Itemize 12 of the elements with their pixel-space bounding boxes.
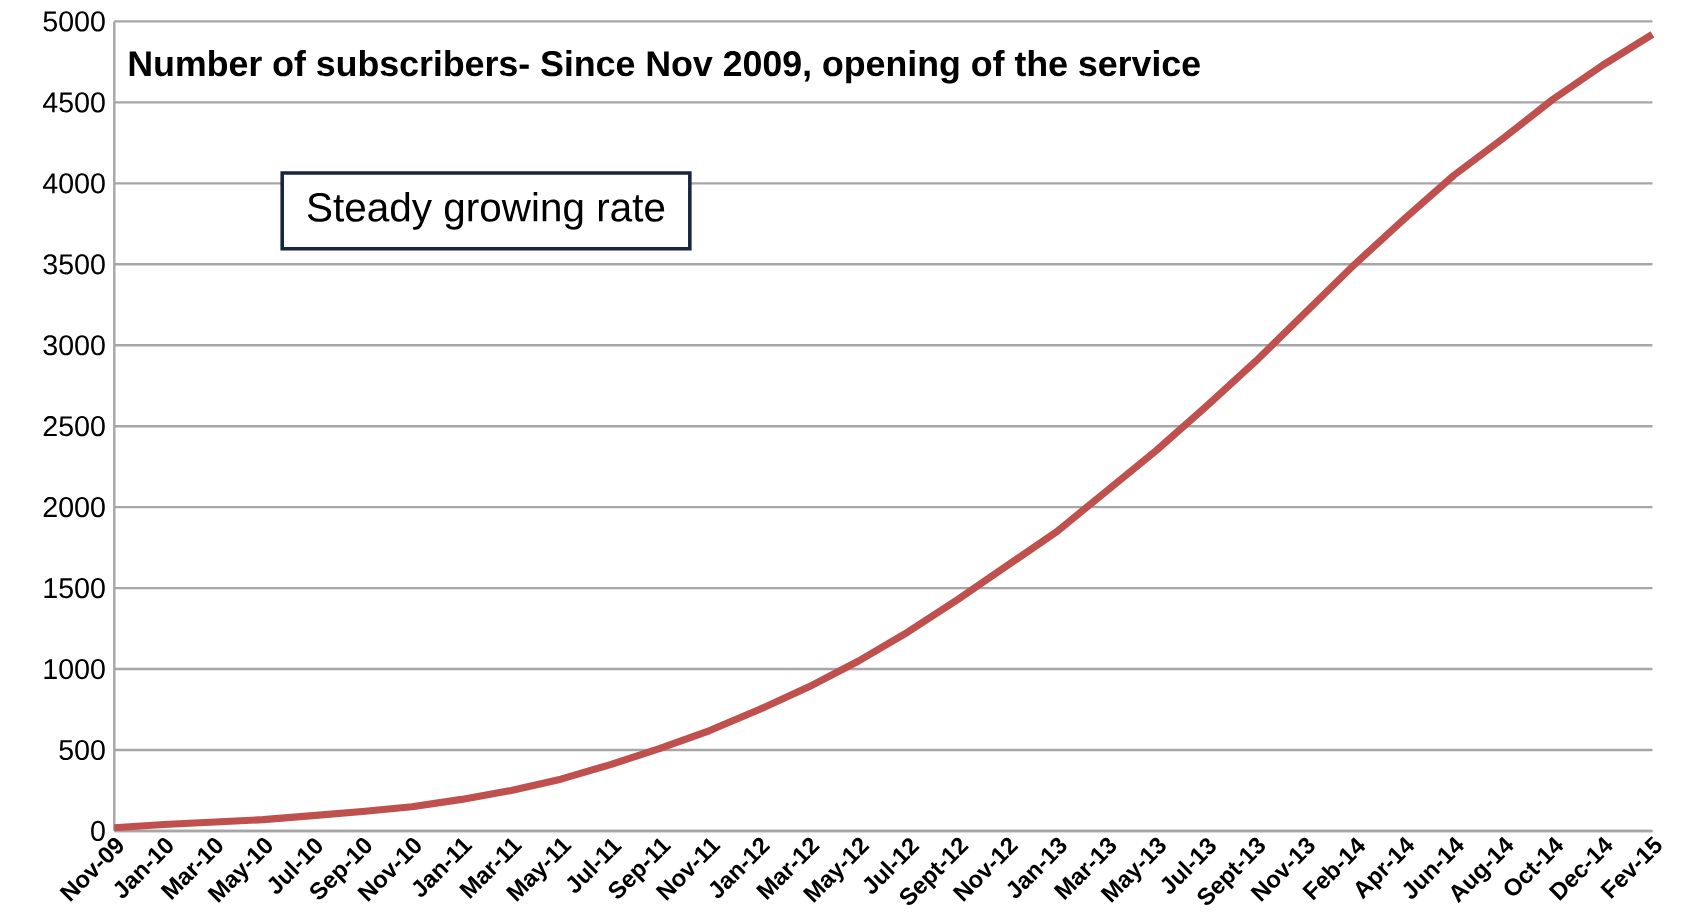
y-tick-label: 4000	[42, 173, 105, 194]
y-tick-label: 2500	[43, 416, 105, 437]
y-tick-label: 2000	[43, 497, 105, 518]
y-tick-label: 3500	[43, 254, 105, 275]
y-tick-label: 1000	[44, 659, 105, 680]
y-tick-label: 5000	[43, 11, 105, 32]
y-tick-label: 4500	[42, 92, 105, 113]
y-tick-label: 1500	[44, 578, 105, 599]
annotation: Steady growing rate	[307, 192, 665, 230]
y-tick-label: 500	[59, 740, 105, 761]
y-tick-label: 3000	[43, 335, 105, 356]
text: Number of subscribers- Since Nov 2009, opening of the service	[129, 50, 1200, 84]
